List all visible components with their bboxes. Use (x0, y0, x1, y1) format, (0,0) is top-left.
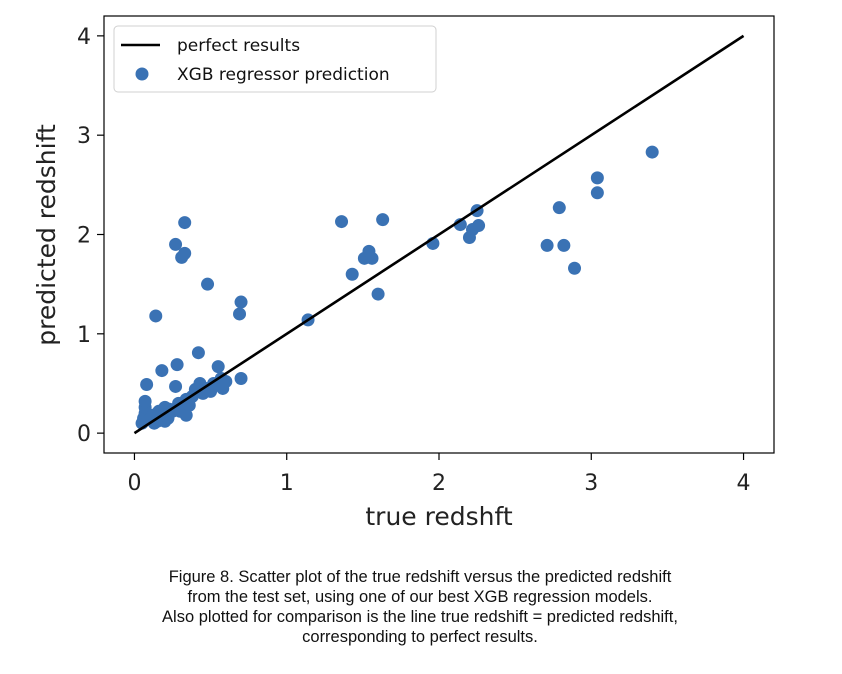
scatter-point (371, 287, 385, 301)
scatter-point (149, 309, 163, 323)
legend-label-xgb-prediction: XGB regressor prediction (177, 65, 390, 85)
y-tick-label: 1 (77, 323, 91, 348)
scatter-point (557, 238, 571, 252)
figure-caption: Figure 8. Scatter plot of the true redsh… (40, 567, 800, 647)
scatter-point (178, 216, 192, 230)
scatter-point (376, 213, 390, 227)
scatter-point (169, 237, 183, 251)
chart-marks (133, 34, 745, 435)
x-axis-label: true redshft (365, 502, 512, 531)
caption-line: Also plotted for comparison is the line … (162, 608, 678, 626)
scatter-point (178, 246, 192, 260)
scatter-point (233, 307, 247, 321)
scatter-point (234, 295, 248, 309)
x-tick-label: 0 (127, 471, 141, 496)
scatter-point (201, 277, 215, 291)
x-axis-ticks: 0 1 2 3 4 (127, 453, 751, 496)
scatter-chart: 0 1 2 3 4 0 1 2 3 4 true redshft predicted redsh… (32, 15, 775, 531)
y-axis-ticks: 0 1 2 3 4 (77, 25, 104, 447)
y-tick-label: 4 (77, 25, 91, 50)
scatter-point (211, 360, 225, 374)
scatter-point (169, 379, 183, 393)
scatter-point (138, 394, 152, 408)
scatter-point (219, 374, 233, 388)
caption-line: corresponding to perfect results. (302, 628, 538, 646)
scatter-point (179, 408, 193, 422)
scatter-point (645, 145, 659, 159)
y-axis-label: predicted redshift (32, 124, 61, 346)
scatter-point (568, 261, 582, 275)
x-tick-label: 2 (432, 471, 446, 496)
legend: perfect results XGB regressor prediction (113, 25, 437, 93)
scatter-point (155, 364, 169, 378)
scatter-point (345, 267, 359, 281)
scatter-point (234, 372, 248, 386)
caption-line: Figure 8. Scatter plot of the true redsh… (168, 568, 672, 586)
scatter-point (472, 219, 486, 233)
scatter-point (590, 186, 604, 200)
scatter-point (365, 251, 379, 265)
scatter-point (140, 377, 154, 391)
y-tick-label: 3 (77, 124, 91, 149)
scatter-point (335, 215, 349, 229)
scatter-point (540, 238, 554, 252)
x-tick-label: 1 (280, 471, 294, 496)
legend-box (113, 25, 437, 93)
legend-label-perfect-results: perfect results (177, 36, 300, 56)
x-tick-label: 4 (737, 471, 751, 496)
y-tick-label: 2 (77, 224, 91, 249)
y-tick-label: 0 (77, 422, 91, 447)
caption-line: from the test set, using one of our best… (187, 588, 653, 606)
x-tick-label: 3 (584, 471, 598, 496)
scatter-point (170, 358, 184, 372)
perfect-results-line (133, 34, 745, 435)
scatter-point (590, 171, 604, 185)
scatter-point (552, 201, 566, 215)
legend-marker-swatch (135, 67, 149, 81)
scatter-point (191, 346, 205, 360)
